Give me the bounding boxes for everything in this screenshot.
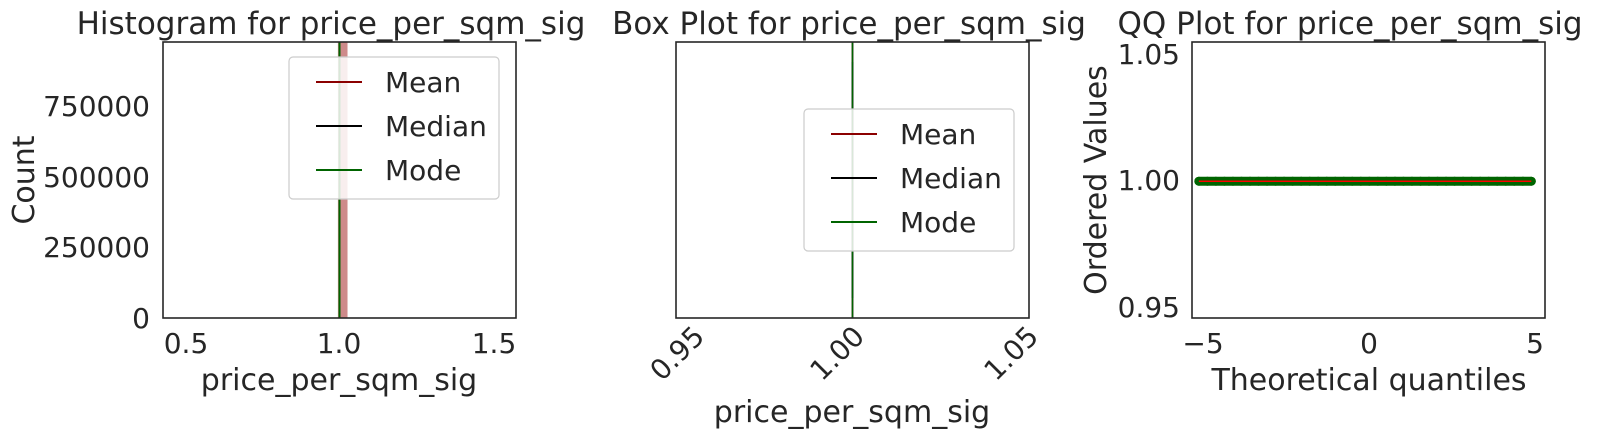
- qqplot-xlabel: Theoretical quantiles: [1210, 363, 1526, 398]
- qqplot-plot-area: [1194, 176, 1536, 186]
- histogram-ytick-label: 250000: [43, 231, 150, 264]
- legend-box: [288, 56, 500, 200]
- boxplot-panel: Box Plot for price_per_sqm_sig 0.95 1.00…: [612, 6, 1086, 430]
- qqplot-panel: QQ Plot for price_per_sqm_sig −5 0 5 0.9…: [1079, 6, 1583, 398]
- qqplot-ytick-label: 0.95: [1118, 291, 1180, 324]
- boxplot-xtick-label: 1.05: [978, 320, 1045, 387]
- boxplot-title: Box Plot for price_per_sqm_sig: [612, 6, 1086, 42]
- legend-mean-label: Mean: [900, 118, 976, 151]
- legend-box: [803, 108, 1015, 252]
- histogram-ylabel: Count: [7, 135, 42, 224]
- histogram-xtick-label: 1.0: [317, 327, 362, 360]
- histogram-title: Histogram for price_per_sqm_sig: [77, 6, 586, 42]
- legend-median-label: Median: [900, 162, 1002, 195]
- qqplot-axes-frame: [1191, 41, 1546, 319]
- boxplot-axes-frame: [675, 41, 1030, 319]
- histogram-xtick-label: 0.5: [164, 327, 209, 360]
- qqplot-ytick-label: 1.00: [1118, 164, 1180, 197]
- histogram-panel: Histogram for price_per_sqm_sig 0.5 1.0 …: [7, 6, 585, 398]
- boxplot-xlabel: price_per_sqm_sig: [714, 395, 990, 430]
- legend-median-label: Median: [385, 110, 487, 143]
- histogram-xtick-label: 1.5: [472, 327, 517, 360]
- boxplot-legend: Mean Median Mode: [803, 108, 1015, 252]
- qqplot-xtick-label: −5: [1182, 327, 1223, 360]
- legend-mean-label: Mean: [385, 66, 461, 99]
- legend-mode-label: Mode: [385, 154, 461, 187]
- histogram-ytick-label: 0: [132, 302, 150, 335]
- boxplot-xtick-label: 1.00: [804, 320, 871, 387]
- qqplot-title: QQ Plot for price_per_sqm_sig: [1117, 6, 1582, 42]
- qqplot-xtick-label: 0: [1360, 327, 1378, 360]
- histogram-legend: Mean Median Mode: [288, 56, 500, 200]
- histogram-xlabel: price_per_sqm_sig: [201, 363, 477, 398]
- qqplot-xtick-label: 5: [1526, 327, 1544, 360]
- boxplot-xtick-label: 0.95: [644, 320, 711, 387]
- histogram-ytick-label: 750000: [43, 90, 150, 123]
- histogram-axes-frame: [162, 41, 517, 319]
- legend-mode-label: Mode: [900, 206, 976, 239]
- qqplot-ylabel: Ordered Values: [1079, 65, 1114, 295]
- histogram-ytick-label: 500000: [43, 161, 150, 194]
- qqplot-ytick-label: 1.05: [1118, 38, 1180, 71]
